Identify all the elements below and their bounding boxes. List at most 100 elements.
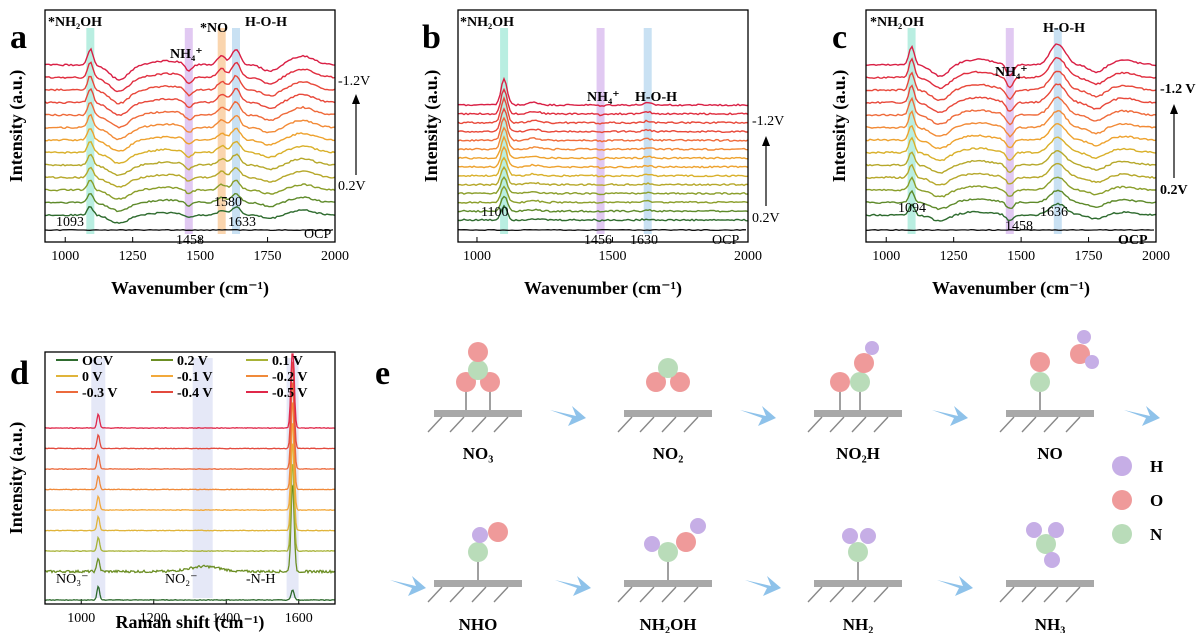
- peak-value-b-3: 1630: [630, 233, 658, 248]
- surface-6: [617, 580, 712, 603]
- peak-value-a-4: 1633: [228, 215, 256, 230]
- spectrum-a-6: [44, 140, 336, 165]
- flow-arrow-4: [1124, 406, 1160, 426]
- h-atom: [472, 527, 488, 543]
- legend-label-d-2: 0.2 V: [177, 354, 208, 369]
- ocp-label-b: OCP: [712, 233, 739, 248]
- xtick-label-d-1: 1000: [67, 611, 95, 626]
- plot-c: 1000 1250 1500 1750 2000: [865, 28, 1170, 264]
- step-label-row1-3: NO₂H: [836, 444, 880, 463]
- flow-arrow-5: [390, 576, 426, 596]
- peak-value-c-3: 1636: [1040, 205, 1068, 220]
- spectrum-c-11: [866, 70, 1157, 102]
- legend-label-d-6: -0.2 V: [272, 370, 308, 385]
- legend-label-d-1: OCV: [82, 354, 113, 369]
- spectrum-a-9: [45, 100, 336, 129]
- spectrum-b-1: [457, 204, 749, 222]
- spectrum-b-10: [457, 116, 749, 143]
- surface-8: [999, 580, 1094, 603]
- spectrum-c-12: [865, 56, 1157, 90]
- o-atom: [676, 532, 696, 552]
- n-atom: [850, 372, 870, 392]
- spectrum-b-2: [457, 195, 749, 213]
- surface-7: [807, 580, 902, 603]
- arrow-bottom-a: 0.2V: [338, 179, 366, 194]
- step-label-row1-2: NO₂: [653, 444, 684, 463]
- axes-frame-a: [44, 9, 336, 243]
- band-a-2: [184, 28, 193, 234]
- surface-1: [427, 410, 522, 433]
- band-a-4: [231, 28, 240, 234]
- raman-trace-3: [44, 463, 336, 553]
- legend-label-e-n: N: [1150, 525, 1163, 544]
- legend-d: OCV 0.2 V 0.1 V 0 V -0.1 V -0.2 V -0.3 V -0.4 V…: [56, 354, 308, 401]
- legend-label-d-3: 0.1 V: [272, 354, 303, 369]
- ocp-label-a: OCP: [304, 227, 331, 242]
- xtick-label-b-1: 1000: [463, 249, 491, 264]
- ylabel-a: Intensity (a.u.): [6, 70, 27, 183]
- band-a-1: [86, 28, 95, 234]
- molecule-no2h: [807, 341, 902, 433]
- peak-label-a-2: NH₄⁺: [170, 47, 203, 62]
- spectrum-c-8: [865, 109, 1157, 138]
- legend-atom-n: [1112, 524, 1132, 544]
- xlabel-d: Raman shift (cm⁻¹): [116, 612, 265, 633]
- step-label-row2-3: NH₂: [843, 615, 874, 633]
- spectrum-b-4: [457, 175, 748, 196]
- o-atom: [854, 353, 874, 373]
- n-atom: [468, 542, 488, 562]
- spectrum-a-8: [44, 113, 336, 141]
- xtick-label-d-2: 1200: [140, 611, 168, 626]
- xtick-label-c-5: 2000: [1142, 249, 1170, 264]
- arrow-head-c: [1170, 104, 1178, 114]
- xtick-label-a-4: 1750: [254, 249, 282, 264]
- band-d-2: [192, 358, 213, 598]
- xtick-label-a-3: 1500: [186, 249, 214, 264]
- xtick-label-c-4: 1750: [1075, 249, 1103, 264]
- h-atom: [1048, 522, 1064, 538]
- legend-atom-o: [1112, 490, 1132, 510]
- band-b-1: [500, 28, 509, 234]
- raman-trace-8: [44, 361, 336, 450]
- legend-label-e-h: H: [1150, 457, 1163, 476]
- peak-label-a-1: *NH₂OH: [48, 15, 102, 30]
- spectrum-a-2: [44, 192, 336, 213]
- spectrum-b-13: [457, 87, 749, 117]
- raman-trace-6: [44, 402, 335, 491]
- plot-d: 1000 1200 1400 1600: [44, 353, 336, 626]
- ocp-label-c: OCP: [1118, 233, 1148, 248]
- o-atom: [1070, 344, 1090, 364]
- legend-e: HON: [1112, 456, 1163, 544]
- step-label-row2-4: NH₃: [1035, 615, 1066, 633]
- flow-arrow-8: [937, 576, 973, 596]
- spectrum-b-ocp: [457, 228, 747, 232]
- o-atom: [468, 342, 488, 362]
- raman-trace-2: [44, 483, 336, 575]
- arrow-head-a: [352, 94, 360, 104]
- arrow-top-a: -1.2V: [338, 74, 370, 89]
- spectrum-c-7: [865, 122, 1157, 150]
- o-atom: [488, 522, 508, 542]
- spectrum-c-13: [866, 43, 1157, 78]
- peak-value-b-1: 1100: [481, 205, 508, 220]
- xtick-label-a-2: 1250: [119, 249, 147, 264]
- h-atom: [1026, 522, 1042, 538]
- step-label-row1-4: NO: [1037, 444, 1063, 463]
- step-label-row2-2: NH₂OH: [639, 615, 696, 633]
- peak-value-b-2: 1456: [584, 233, 612, 248]
- peak-value-a-1: 1093: [56, 215, 84, 230]
- spectrum-c-3: [865, 176, 1157, 198]
- xlabel-b: Wavenumber (cm⁻¹): [524, 278, 682, 299]
- spectrum-c-1: [865, 202, 1157, 222]
- spectrum-c-2: [865, 189, 1157, 211]
- raman-trace-1: [44, 585, 336, 602]
- peak-label-c-3: H-O-H: [1043, 21, 1085, 36]
- legend-label-d-5: -0.1 V: [177, 370, 213, 385]
- n-atom: [1036, 534, 1056, 554]
- axes-frame-c: [865, 9, 1157, 243]
- legend-label-e-o: O: [1150, 491, 1163, 510]
- n-atom: [658, 542, 678, 562]
- xtick-label-d-4: 1600: [285, 611, 313, 626]
